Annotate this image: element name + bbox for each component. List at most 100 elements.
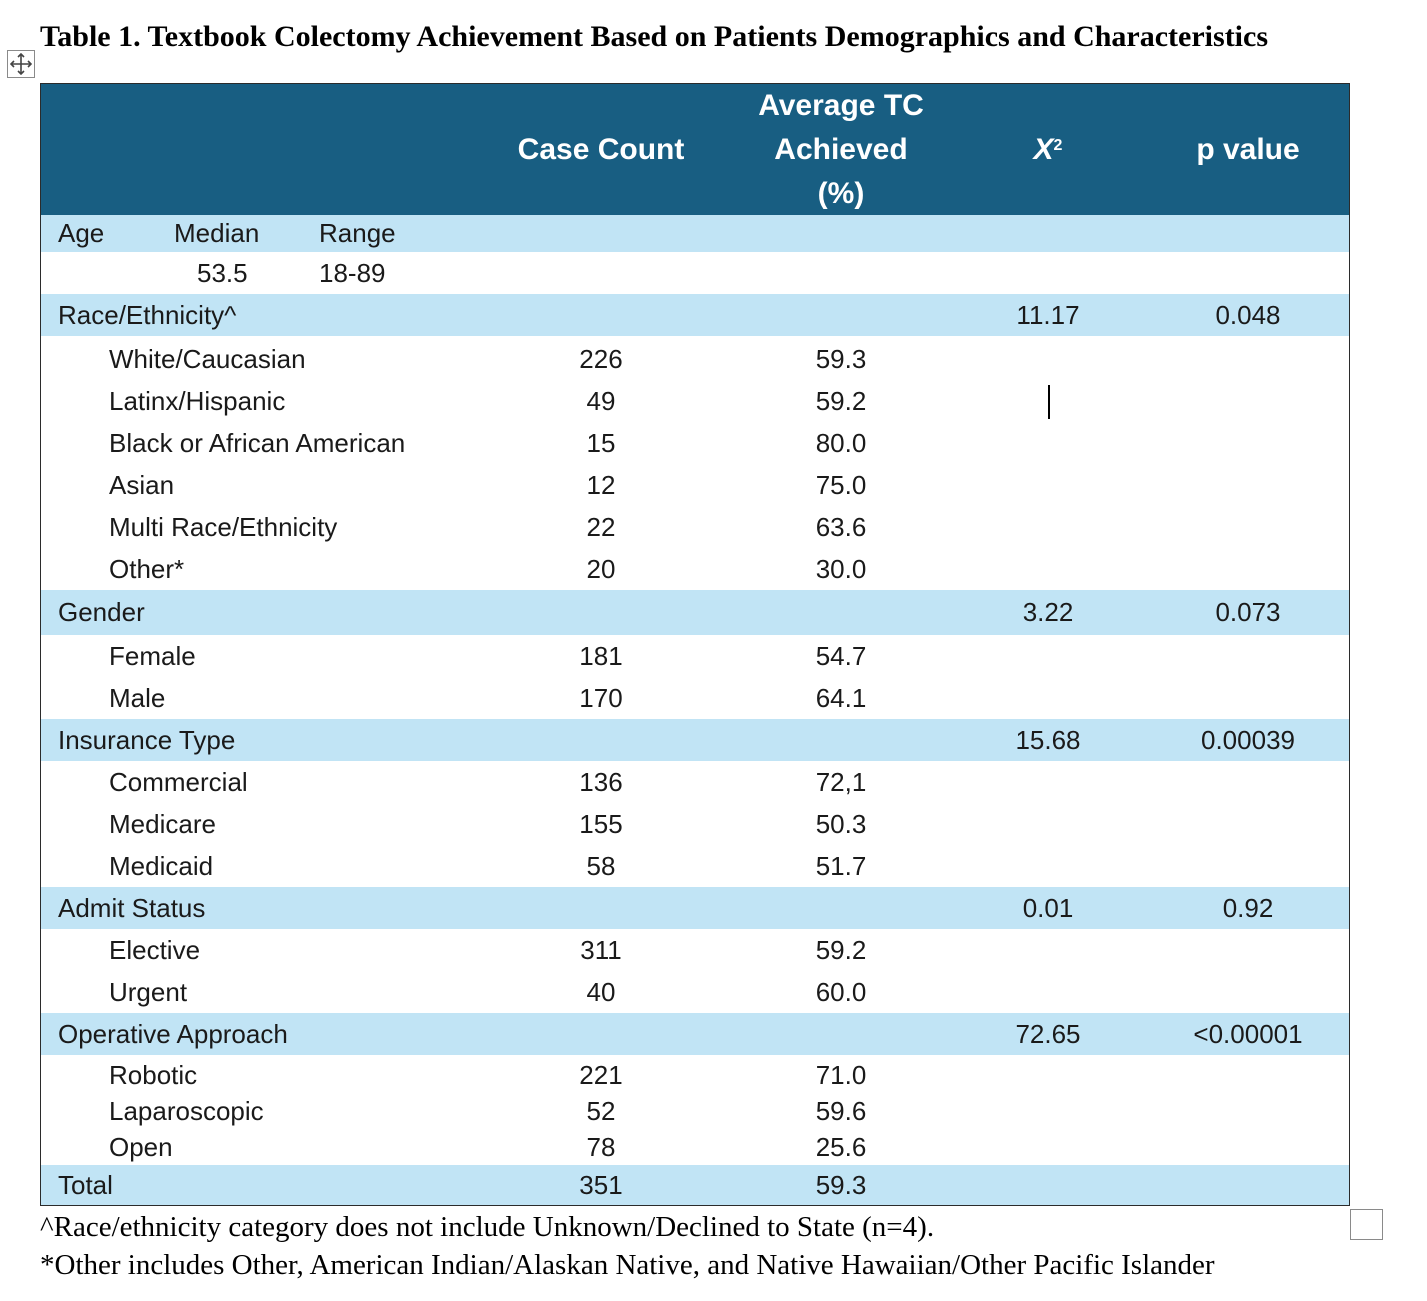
table-row: Laparoscopic 52 59.6 <box>41 1093 1349 1129</box>
footnote-other: *Other includes Other, American Indian/A… <box>40 1249 1215 1281</box>
row-tc: 30.0 <box>815 553 867 584</box>
text-cursor <box>1048 385 1050 419</box>
row-label: Female <box>109 640 196 671</box>
row-count: 155 <box>579 808 623 839</box>
row-label: Male <box>109 682 166 713</box>
insurance-group-row: Insurance Type 15.68 0.00039 <box>41 719 1349 761</box>
row-tc: 64.1 <box>815 682 867 713</box>
insurance-label: Insurance Type <box>58 724 236 755</box>
row-count: 226 <box>579 343 623 374</box>
table-row: Open 78 25.6 <box>41 1129 1349 1165</box>
move-arrows-icon <box>10 53 32 75</box>
row-tc: 59.3 <box>815 343 867 374</box>
row-count: 181 <box>579 640 623 671</box>
row-count: 12 <box>586 469 616 500</box>
header-chi-base: X <box>1033 132 1054 166</box>
race-label: Race/Ethnicity^ <box>58 299 237 330</box>
race-group-row: Race/Ethnicity^ 11.17 0.048 <box>41 294 1349 336</box>
table-row: Robotic 221 71.0 <box>41 1057 1349 1093</box>
age-label: Age <box>58 218 105 248</box>
row-tc: 50.3 <box>815 808 867 839</box>
table-row: Female 181 54.7 <box>41 635 1349 677</box>
total-label: Total <box>58 1169 113 1200</box>
row-label: Black or African American <box>109 427 406 458</box>
header-p-value: p value <box>1196 132 1300 166</box>
row-tc: 25.6 <box>815 1131 867 1162</box>
gender-p: 0.073 <box>1215 597 1281 627</box>
row-label: Medicaid <box>109 850 214 881</box>
row-tc: 59.2 <box>815 934 867 965</box>
table-resize-handle[interactable] <box>1350 1209 1383 1240</box>
gender-chi: 3.22 <box>1022 597 1074 627</box>
row-tc: 71.0 <box>815 1059 867 1090</box>
row-count: 311 <box>580 934 622 965</box>
row-tc: 75.0 <box>815 469 867 500</box>
row-tc: 59.2 <box>815 385 867 416</box>
row-count: 58 <box>586 850 616 881</box>
operative-group-row: Operative Approach 72.65 <0.00001 <box>41 1013 1349 1055</box>
table-row: Commercial 136 72,1 <box>41 761 1349 803</box>
row-count: 15 <box>586 427 616 458</box>
table-row: Other* 20 30.0 <box>41 548 1349 590</box>
table-row: White/Caucasian 226 59.3 <box>41 338 1349 380</box>
table-row: Medicaid 58 51.7 <box>41 845 1349 887</box>
table-title: Table 1. Textbook Colectomy Achievement … <box>40 20 1269 53</box>
row-count: 52 <box>586 1095 616 1126</box>
table-row: Multi Race/Ethnicity 22 63.6 <box>41 506 1349 548</box>
row-label: Other* <box>109 553 185 584</box>
age-range-value: 18-89 <box>319 257 386 288</box>
row-label: Open <box>109 1131 173 1162</box>
age-range-label: Range <box>319 218 396 248</box>
row-tc: 51.7 <box>815 850 867 881</box>
insurance-chi: 15.68 <box>1015 724 1081 755</box>
row-label: Elective <box>109 934 201 965</box>
header-case-count: Case Count <box>517 132 685 166</box>
row-count: 22 <box>586 511 616 542</box>
row-tc: 80.0 <box>815 427 867 458</box>
header-tc-line2: Achieved <box>774 132 908 166</box>
row-label: Commercial <box>109 766 248 797</box>
operative-label: Operative Approach <box>58 1018 288 1049</box>
row-count: 20 <box>586 553 616 584</box>
row-tc: 63.6 <box>815 511 867 542</box>
row-label: White/Caucasian <box>109 343 306 374</box>
row-label: Laparoscopic <box>109 1095 264 1126</box>
row-label: Urgent <box>109 976 188 1007</box>
row-label: Asian <box>109 469 175 500</box>
race-chi: 11.17 <box>1016 299 1080 330</box>
row-count: 170 <box>579 682 623 713</box>
table-row: Male 170 64.1 <box>41 677 1349 719</box>
operative-chi: 72.65 <box>1015 1018 1081 1049</box>
row-tc: 54.7 <box>815 640 867 671</box>
table-row: Elective 311 59.2 <box>41 929 1349 971</box>
age-median-label: Median <box>174 218 260 248</box>
header-average-tc: Average TC Achieved (%) <box>741 84 941 215</box>
operative-p: <0.00001 <box>1193 1018 1303 1049</box>
header-tc-line3: (%) <box>817 176 865 210</box>
gender-label: Gender <box>58 597 145 627</box>
row-count: 136 <box>579 766 623 797</box>
gender-group-row: Gender 3.22 0.073 <box>41 590 1349 635</box>
row-count: 221 <box>579 1059 623 1090</box>
row-tc: 59.6 <box>815 1095 867 1126</box>
total-count: 351 <box>579 1169 623 1200</box>
header-tc-line1: Average TC <box>758 88 924 122</box>
table-move-handle-icon[interactable] <box>7 50 35 78</box>
row-count: 40 <box>586 976 616 1007</box>
admit-p: 0.92 <box>1222 892 1274 923</box>
table-row: Latinx/Hispanic 49 59.2 <box>41 380 1349 422</box>
row-count: 78 <box>586 1131 616 1162</box>
age-values-row: 53.5 18-89 <box>41 252 1349 294</box>
admit-label: Admit Status <box>58 892 206 923</box>
table-row: Medicare 155 50.3 <box>41 803 1349 845</box>
row-label: Latinx/Hispanic <box>109 385 286 416</box>
row-tc: 72,1 <box>815 766 867 797</box>
total-row: Total 351 59.3 <box>41 1165 1349 1205</box>
row-label: Medicare <box>109 808 216 839</box>
admit-group-row: Admit Status 0.01 0.92 <box>41 887 1349 929</box>
row-tc: 60.0 <box>815 976 867 1007</box>
table-row: Asian 12 75.0 <box>41 464 1349 506</box>
table-row: Urgent 40 60.0 <box>41 971 1349 1013</box>
